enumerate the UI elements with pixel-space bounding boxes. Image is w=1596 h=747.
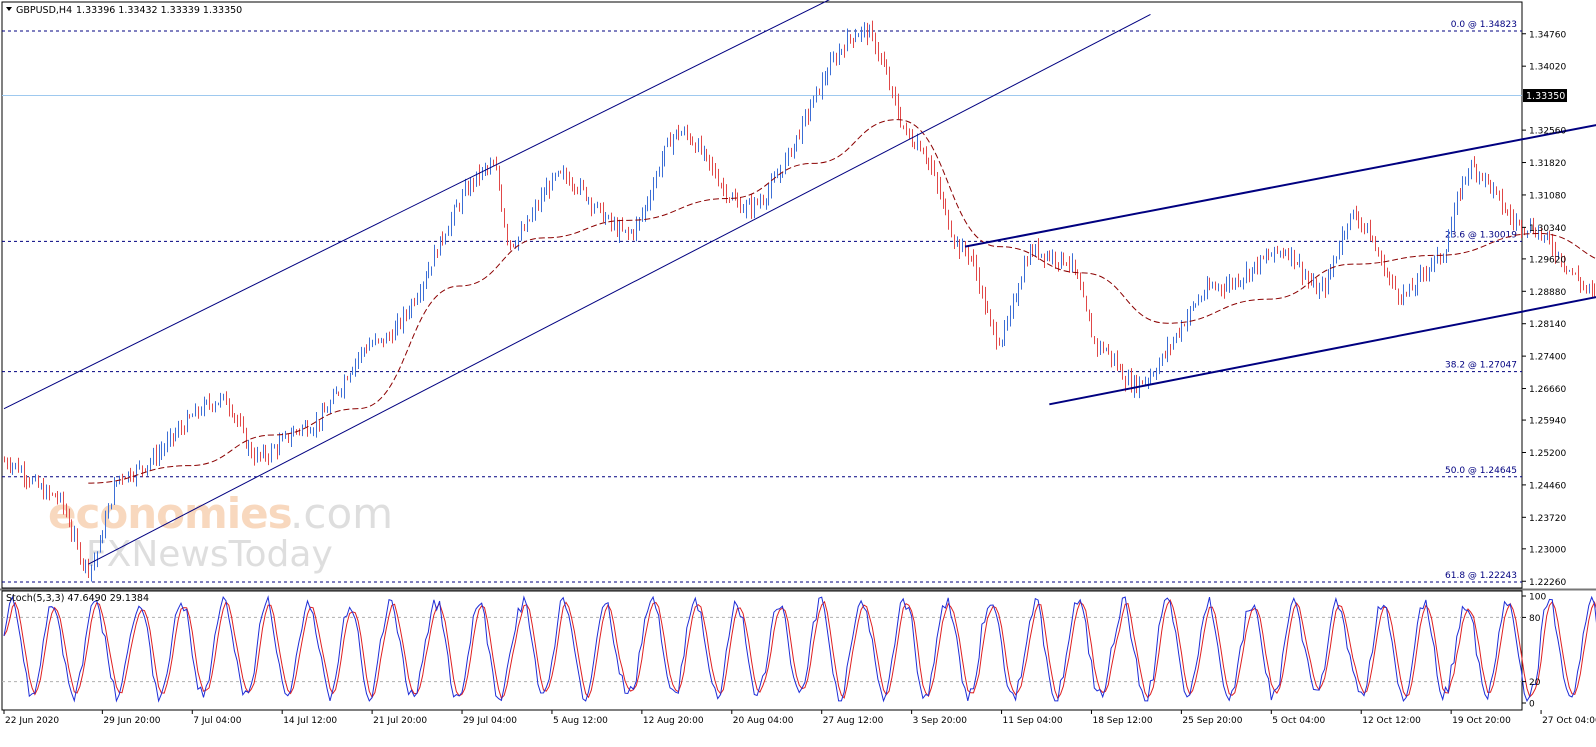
time-tick-label: 12 Oct 12:00	[1362, 716, 1421, 726]
price-tick-label: 1.23720	[1529, 514, 1566, 524]
price-tick-label: 1.29620	[1529, 255, 1566, 265]
chart-header: GBPUSD,H4 1.33396 1.33432 1.33339 1.3335…	[6, 5, 242, 16]
time-tick-label: 5 Aug 12:00	[553, 716, 608, 726]
time-tick-label: 19 Oct 20:00	[1452, 716, 1511, 726]
time-tick-label: 29 Jul 04:00	[463, 716, 517, 726]
time-tick-label: 29 Jun 20:00	[103, 716, 160, 726]
stoch-tick-label: 100	[1529, 593, 1546, 603]
fib-level-label: 50.0 @ 1.24645	[1445, 466, 1517, 476]
stoch-header: Stoch(5,3,3) 47.6490 29.1384	[6, 593, 149, 604]
time-tick-label: 27 Oct 04:00	[1542, 716, 1596, 726]
watermark-economies: economies	[48, 489, 292, 538]
symbol-label: GBPUSD,H4	[16, 5, 72, 16]
price-tick-label: 1.28140	[1529, 320, 1566, 330]
fib-level-label: 23.6 @ 1.30019	[1445, 230, 1517, 240]
price-tick-label: 1.24460	[1529, 481, 1566, 491]
time-tick-label: 27 Aug 12:00	[823, 716, 884, 726]
ohlc-label: 1.33396 1.33432 1.33339 1.33350	[76, 5, 242, 16]
stoch-tick-label: 0	[1529, 700, 1535, 710]
time-tick-label: 11 Sep 04:00	[1003, 716, 1063, 726]
price-tick-label: 1.30340	[1529, 224, 1566, 234]
price-tick-label: 1.23000	[1529, 545, 1566, 555]
price-tick-label: 1.31820	[1529, 159, 1566, 169]
stoch-tick-label: 80	[1529, 614, 1541, 624]
price-tick-label: 1.25200	[1529, 449, 1566, 459]
price-tick-label: 1.25940	[1529, 417, 1566, 427]
watermark-dotcom: .com	[290, 489, 393, 538]
fib-level-label: 0.0 @ 1.34823	[1451, 20, 1517, 30]
time-tick-label: 12 Aug 20:00	[643, 716, 704, 726]
time-tick-label: 5 Oct 04:00	[1272, 716, 1325, 726]
price-tick-label: 1.32560	[1529, 127, 1566, 137]
time-tick-label: 18 Sep 12:00	[1092, 716, 1152, 726]
price-tick-label: 1.34760	[1529, 30, 1566, 40]
fib-level-label: 61.8 @ 1.22243	[1445, 571, 1517, 581]
time-tick-label: 7 Jul 04:00	[193, 716, 242, 726]
time-tick-label: 14 Jul 12:00	[283, 716, 337, 726]
stoch-tick-label: 20	[1529, 678, 1541, 688]
time-tick-label: 20 Aug 04:00	[733, 716, 794, 726]
price-tick-label: 1.31080	[1529, 191, 1566, 201]
current-price-tag: 1.33350	[1523, 89, 1567, 102]
price-tick-label: 1.27400	[1529, 353, 1566, 363]
watermark-fxnewstoday: FXNewsToday	[86, 534, 333, 575]
current-price-tag-label: 1.33350	[1526, 91, 1565, 102]
price-tick-label: 1.22260	[1529, 578, 1566, 588]
fib-level-label: 38.2 @ 1.27047	[1445, 361, 1517, 371]
price-tick-label: 1.26660	[1529, 385, 1566, 395]
time-tick-label: 3 Sep 20:00	[913, 716, 968, 726]
price-tick-label: 1.28880	[1529, 288, 1566, 298]
price-tick-label: 1.34020	[1529, 63, 1566, 73]
time-tick-label: 25 Sep 20:00	[1182, 716, 1242, 726]
time-tick-label: 21 Jul 20:00	[373, 716, 427, 726]
time-tick-label: 22 Jun 2020	[5, 716, 59, 726]
